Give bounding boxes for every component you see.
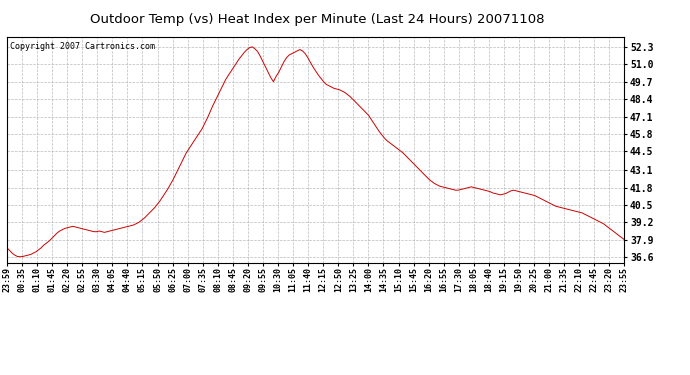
Text: Copyright 2007 Cartronics.com: Copyright 2007 Cartronics.com	[10, 42, 155, 51]
Text: Outdoor Temp (vs) Heat Index per Minute (Last 24 Hours) 20071108: Outdoor Temp (vs) Heat Index per Minute …	[90, 13, 544, 26]
